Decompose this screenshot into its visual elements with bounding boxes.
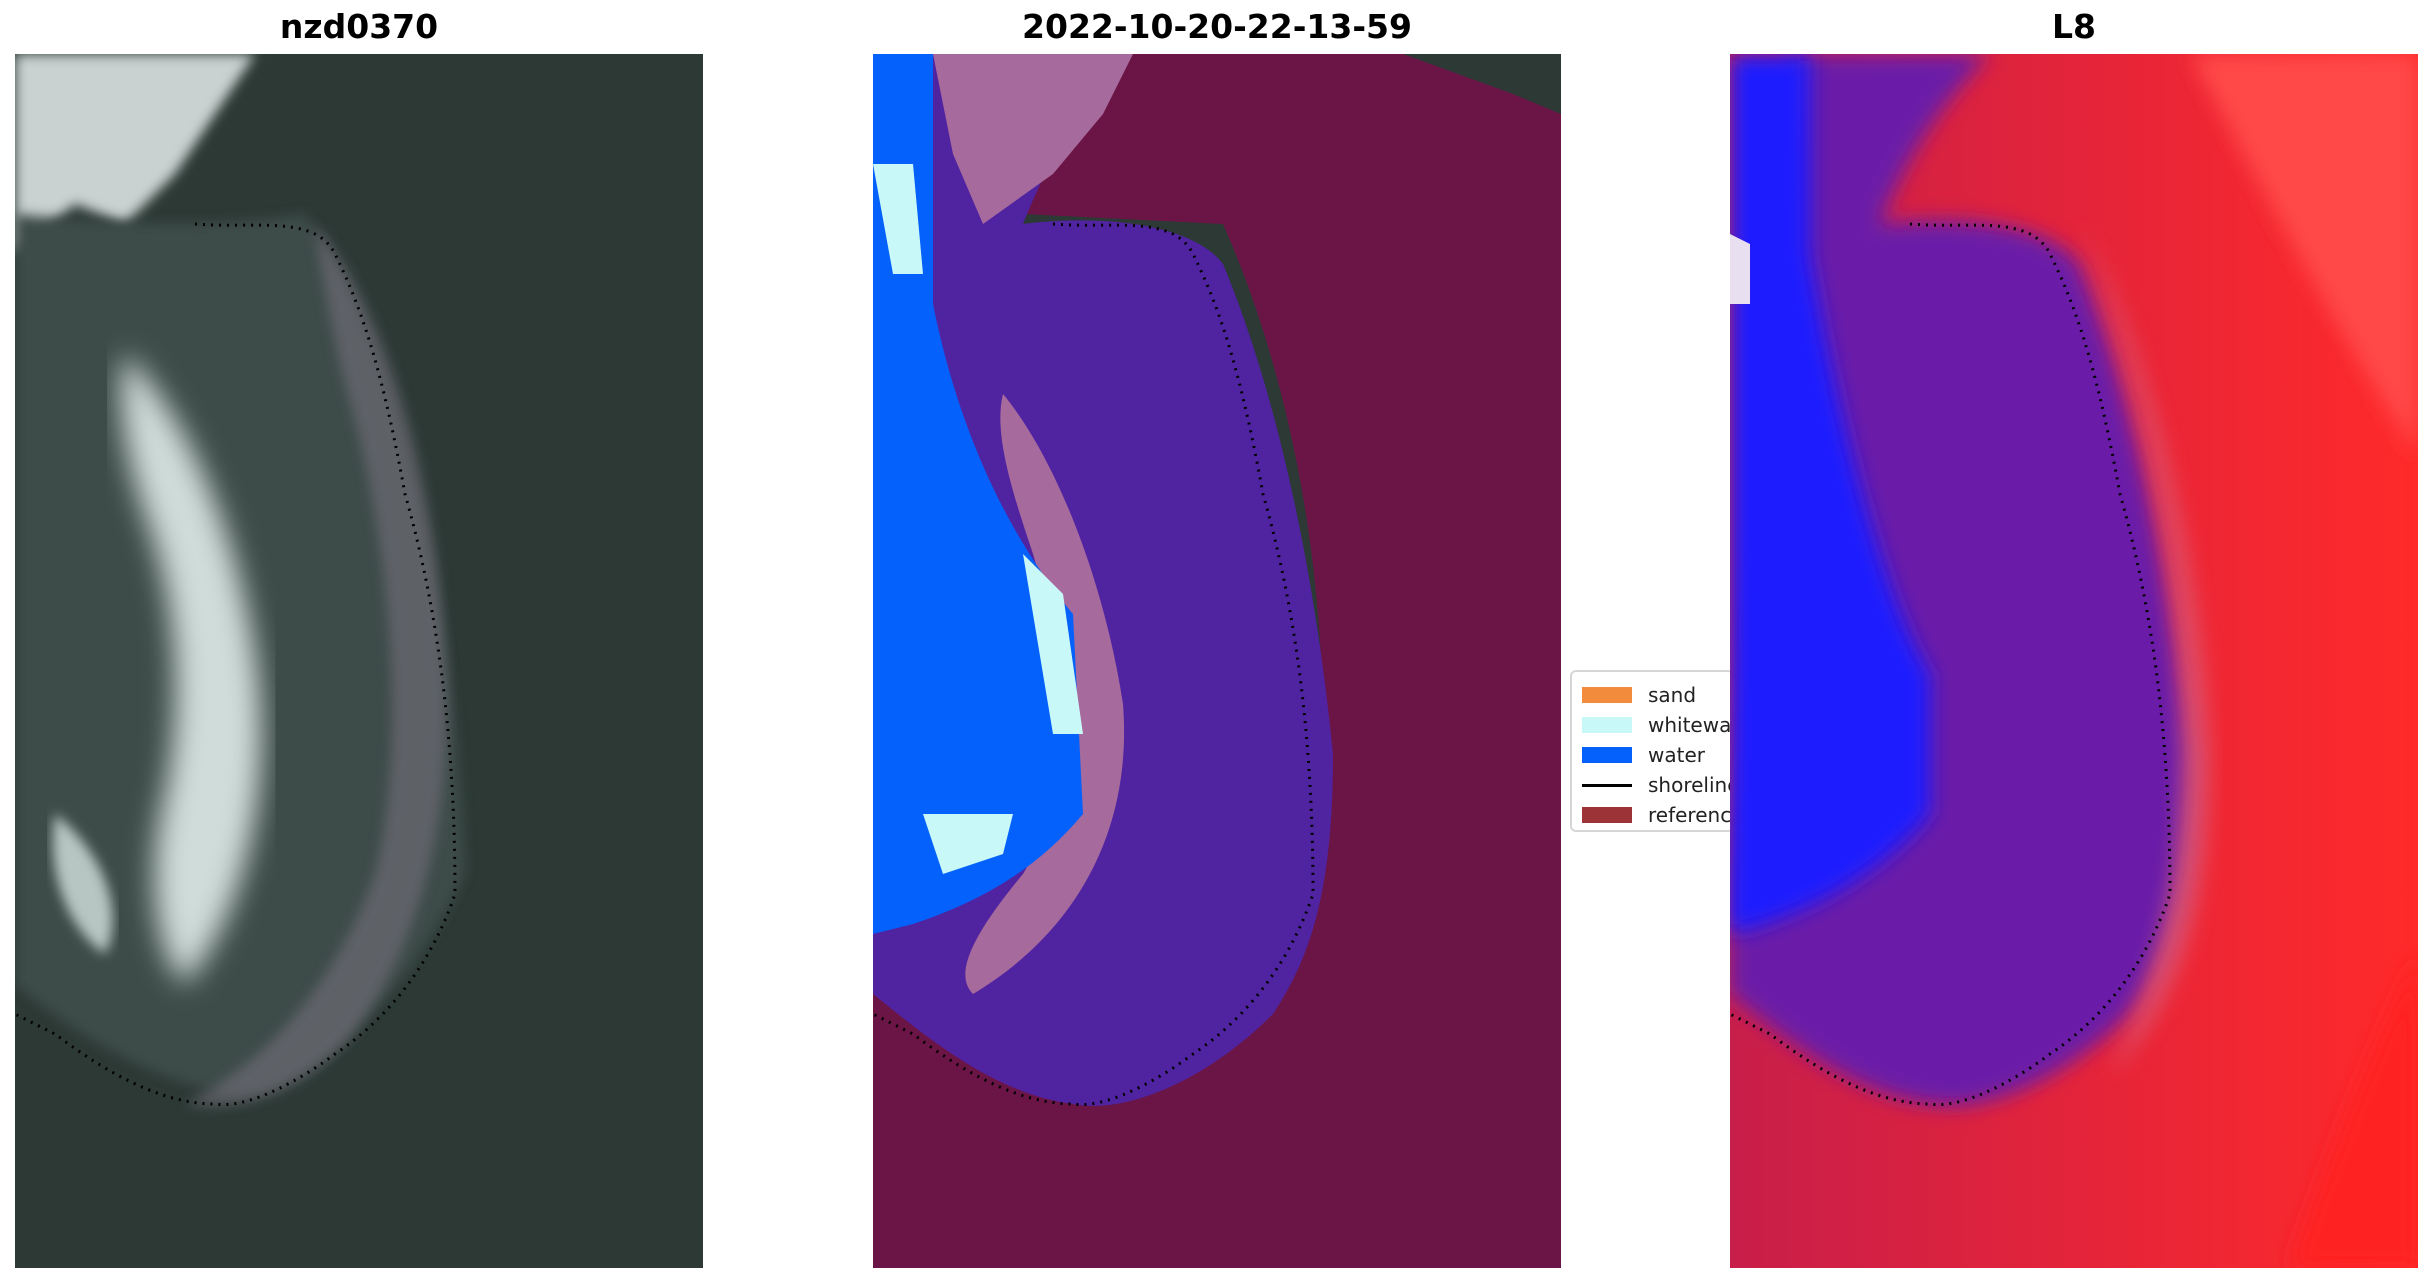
classification-image xyxy=(873,54,1561,1268)
water-class xyxy=(873,54,1083,934)
legend-label-sand: sand xyxy=(1648,683,1697,707)
index-white-patch xyxy=(1730,234,1750,304)
shoreline-dotted-index xyxy=(1730,222,2172,1107)
legend-item-sand: sand xyxy=(1582,682,1696,708)
panel-title-index: L8 xyxy=(2052,7,2096,46)
panel-title-rgb: nzd0370 xyxy=(279,7,439,46)
rgb-satellite-image xyxy=(15,54,703,1268)
whitewater-patch-middle xyxy=(1023,554,1083,734)
panel-title-classification: 2022-10-20-22-13-59 xyxy=(1022,7,1412,46)
legend-swatch-reference xyxy=(1582,807,1632,823)
shoreline-dotted-rgb xyxy=(15,222,457,1107)
index-panel xyxy=(1730,54,2418,1268)
sand-overlay-spit xyxy=(965,394,1125,994)
index-blue-water xyxy=(1730,54,1930,934)
legend-item-water: water xyxy=(1582,742,1705,768)
sand-overlay-top xyxy=(933,54,1133,224)
legend-line-shoreline xyxy=(1582,783,1632,787)
whitewater-patch-top xyxy=(873,164,923,274)
whitewater-patch-bottom xyxy=(923,814,1013,874)
index-bright-red-bottom xyxy=(2290,954,2418,1268)
legend-swatch-whitewater xyxy=(1582,717,1632,733)
legend-swatch-water xyxy=(1582,747,1632,763)
index-image xyxy=(1730,54,2418,1268)
index-bright-red-top xyxy=(2190,54,2418,454)
outside-area xyxy=(1403,54,1561,114)
reference-overlay xyxy=(873,54,1561,1268)
legend-item-whitewater: whitewater xyxy=(1582,712,1732,738)
shoreline-dotted-class xyxy=(873,222,1315,1107)
classification-panel xyxy=(873,54,1561,1268)
surf-band xyxy=(121,354,262,984)
legend: sand whitewater water shoreline referenc… xyxy=(1570,670,1734,832)
legend-label-whitewater: whitewater xyxy=(1648,713,1732,737)
legend-item-shoreline: shoreline xyxy=(1582,772,1732,798)
legend-label-shoreline: shoreline xyxy=(1648,773,1732,797)
surf-patch xyxy=(53,814,113,954)
cloud-region xyxy=(15,54,255,254)
sand-spit xyxy=(185,224,447,1106)
legend-label-reference: reference xyxy=(1648,803,1732,827)
legend-item-reference: reference xyxy=(1582,802,1732,828)
index-spit-halo xyxy=(2080,224,2210,1074)
legend-label-water: water xyxy=(1648,743,1705,767)
legend-swatch-sand xyxy=(1582,687,1632,703)
rgb-image-panel xyxy=(15,54,703,1268)
